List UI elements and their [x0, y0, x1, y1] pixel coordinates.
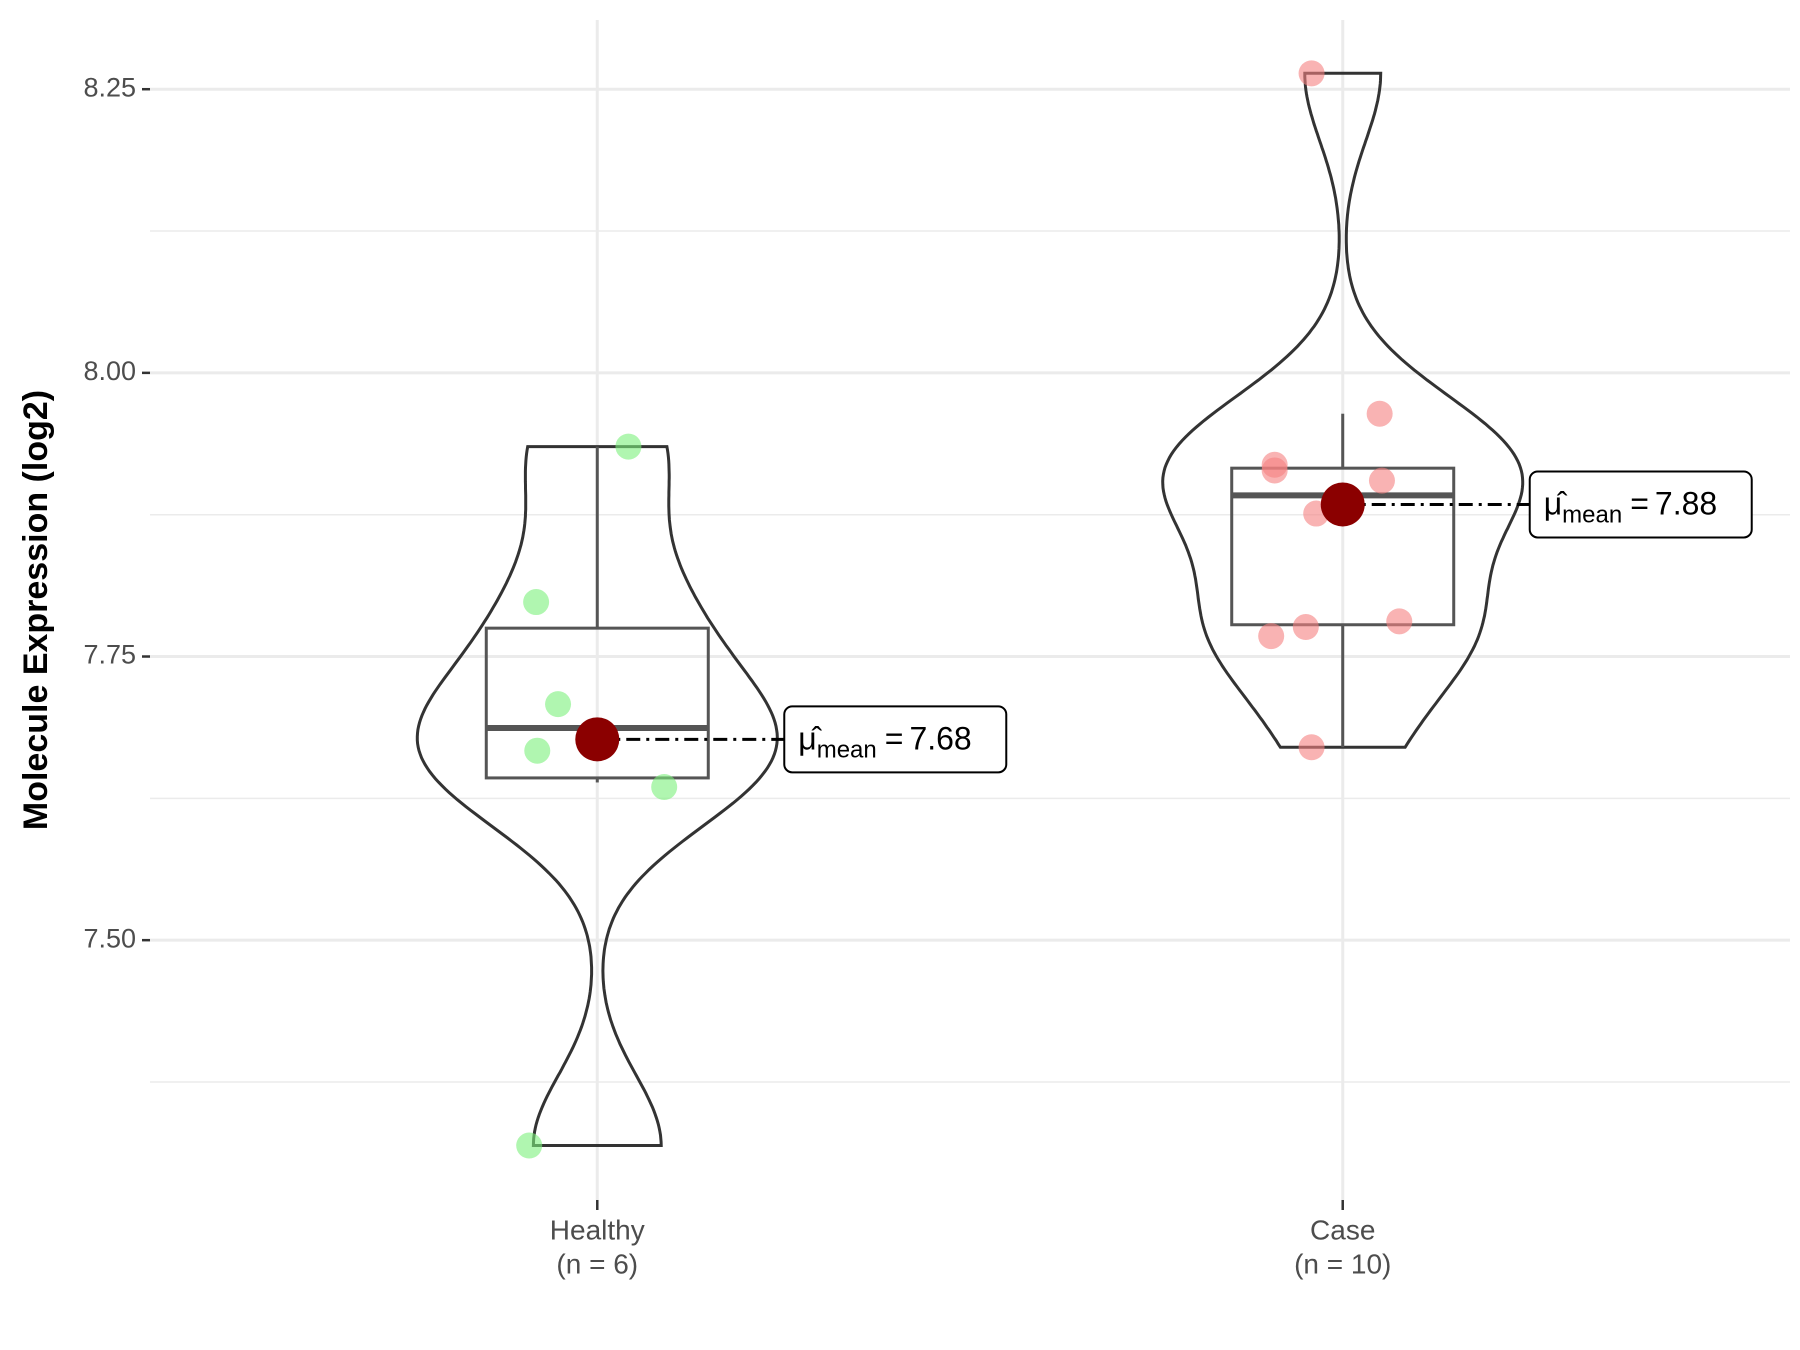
violin — [415, 445, 779, 1147]
mean-label-box — [783, 705, 1008, 774]
mean-point — [575, 717, 620, 762]
point — [1258, 623, 1285, 650]
y-tick-label: 7.50 — [83, 923, 136, 953]
mean-value: 7.68 — [909, 721, 971, 757]
y-tick-label: 7.75 — [83, 640, 136, 670]
point — [651, 774, 678, 800]
point — [1368, 467, 1395, 494]
point — [1386, 608, 1413, 635]
y-axis-label: Molecule Expression (log2) — [17, 390, 55, 830]
point — [524, 737, 551, 764]
mean-subscript: mean — [817, 737, 877, 764]
x-tick-count: (n = 10) — [1294, 1248, 1391, 1279]
mean-label-box — [1528, 470, 1753, 539]
x-tick-label: Healthy — [550, 1214, 645, 1245]
x-tick-label: Case — [1310, 1214, 1375, 1245]
mean-equals: = — [1630, 486, 1649, 522]
mean-label: μ̂mean = 7.68 — [798, 721, 971, 764]
point — [1298, 60, 1325, 87]
mean-label: μ̂mean = 7.88 — [1544, 486, 1717, 529]
mean-point — [1320, 482, 1365, 527]
box — [484, 626, 710, 780]
box — [1230, 466, 1456, 627]
point — [1298, 734, 1325, 761]
point — [1261, 457, 1288, 484]
x-tick-count: (n = 6) — [556, 1248, 638, 1279]
point — [545, 691, 572, 718]
point — [523, 589, 550, 616]
point — [516, 1132, 543, 1159]
y-tick-label: 8.25 — [83, 72, 136, 102]
point — [615, 433, 642, 460]
mean-value: 7.88 — [1655, 486, 1717, 522]
mean-subscript: mean — [1562, 502, 1622, 529]
point — [1366, 400, 1393, 427]
y-tick-label: 8.00 — [83, 356, 136, 386]
mean-equals: = — [885, 721, 904, 757]
point — [1292, 614, 1319, 641]
